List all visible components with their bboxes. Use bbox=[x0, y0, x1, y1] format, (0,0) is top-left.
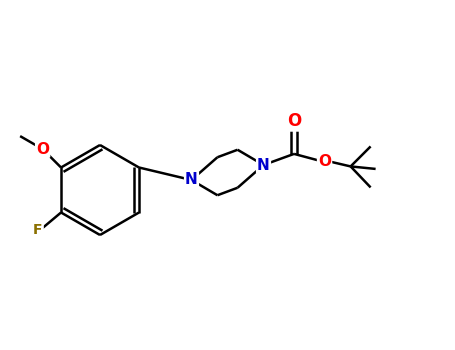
Text: N: N bbox=[257, 158, 270, 173]
Text: O: O bbox=[318, 154, 331, 169]
Text: O: O bbox=[36, 142, 49, 156]
Text: O: O bbox=[287, 112, 301, 131]
Text: N: N bbox=[185, 173, 198, 188]
Text: F: F bbox=[33, 223, 43, 237]
